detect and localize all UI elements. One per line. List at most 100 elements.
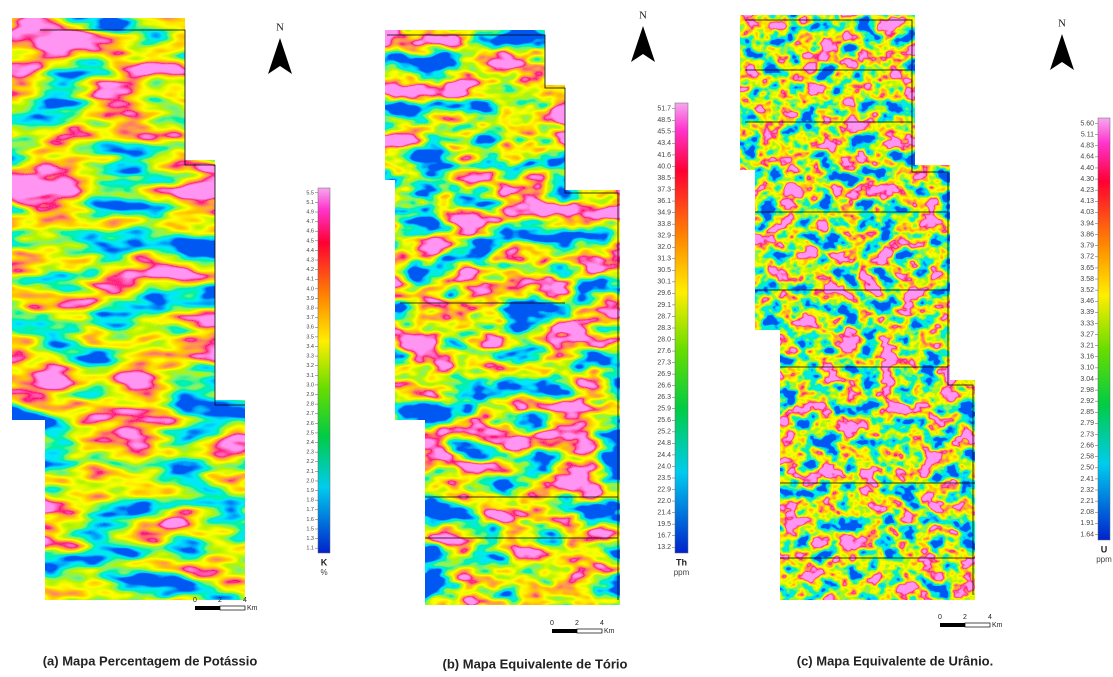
colorbar-label: 3.16 bbox=[1080, 354, 1094, 361]
caption: (b) Mapa Equivalente de Tório bbox=[443, 656, 628, 671]
colorbar-label: 4.2 bbox=[306, 267, 314, 273]
colorbar-label: 2.66 bbox=[1080, 442, 1094, 449]
colorbar-label: 29.6 bbox=[657, 290, 671, 297]
colorbar-label: 3.3 bbox=[306, 354, 314, 360]
map-raster bbox=[10, 15, 250, 605]
colorbar-label: 32.9 bbox=[657, 233, 671, 240]
scale-bar-white bbox=[577, 629, 602, 633]
scale-label: 4 bbox=[988, 614, 992, 621]
scale-label: 2 bbox=[218, 597, 222, 604]
legend-unit: ppm bbox=[1096, 555, 1112, 564]
colorbar-label: 25.2 bbox=[657, 429, 671, 436]
north-arrow bbox=[631, 26, 655, 62]
map-raster bbox=[738, 13, 978, 603]
colorbar-label: 1.91 bbox=[1080, 520, 1094, 527]
colorbar-label: 30.1 bbox=[657, 279, 671, 286]
colorbar-label: 4.64 bbox=[1080, 154, 1094, 161]
map-b bbox=[383, 28, 623, 608]
colorbar-label: 13.2 bbox=[657, 544, 671, 551]
colorbar-label: 2.92 bbox=[1080, 398, 1094, 405]
colorbar-label: 3.21 bbox=[1080, 343, 1094, 350]
colorbar-label: 34.9 bbox=[657, 209, 671, 216]
colorbar-label: 51.7 bbox=[657, 106, 671, 113]
colorbar-label: 28.7 bbox=[657, 313, 671, 320]
north-label: N bbox=[276, 22, 284, 34]
colorbar-label: 3.04 bbox=[1080, 376, 1094, 383]
colorbar-label: 4.23 bbox=[1080, 187, 1094, 194]
colorbar-label: 4.7 bbox=[306, 219, 314, 225]
legend-element: Th bbox=[676, 557, 687, 567]
colorbar-label: 25.9 bbox=[657, 406, 671, 413]
colorbar-label: 2.5 bbox=[306, 430, 314, 436]
colorbar-label: 24.4 bbox=[657, 452, 671, 459]
colorbar-label: 43.4 bbox=[657, 140, 671, 147]
colorbar-label: 4.03 bbox=[1080, 209, 1094, 216]
colorbar-label: 3.7 bbox=[306, 315, 314, 321]
colorbar-label: 2.6 bbox=[306, 421, 314, 427]
colorbar-label: 2.4 bbox=[306, 440, 314, 446]
colorbar-label: 26.6 bbox=[657, 383, 671, 390]
colorbar-label: 1.1 bbox=[306, 546, 314, 552]
colorbar-label: 22.9 bbox=[657, 486, 671, 493]
colorbar-label: 4.5 bbox=[306, 238, 314, 244]
map-raster bbox=[383, 28, 623, 608]
scale-label: 4 bbox=[600, 620, 604, 627]
colorbar-label: 4.30 bbox=[1080, 176, 1094, 183]
colorbar-label: 1.8 bbox=[306, 498, 314, 504]
colorbar-label: 2.08 bbox=[1080, 509, 1094, 516]
colorbar-label: 33.8 bbox=[657, 221, 671, 228]
colorbar-label: 5.11 bbox=[1081, 132, 1094, 139]
colorbar-label: 4.3 bbox=[306, 257, 314, 263]
scale-label: 2 bbox=[963, 614, 967, 621]
colorbar-label: 4.1 bbox=[306, 277, 314, 283]
colorbar-label: 1.9 bbox=[306, 488, 314, 494]
colorbar-label: 2.85 bbox=[1080, 409, 1094, 416]
colorbar-label: 26.9 bbox=[657, 371, 671, 378]
colorbar-label: 2.9 bbox=[306, 392, 314, 398]
colorbar-label: 3.10 bbox=[1080, 365, 1094, 372]
colorbar-label: 16.7 bbox=[657, 533, 671, 540]
north-arrow bbox=[268, 38, 292, 74]
scale-bar-black bbox=[195, 606, 220, 610]
colorbar-label: 1.5 bbox=[306, 526, 314, 532]
colorbar-label: 2.98 bbox=[1080, 387, 1094, 394]
colorbar-label: 2.79 bbox=[1080, 420, 1094, 427]
colorbar-label: 30.5 bbox=[657, 267, 671, 274]
colorbar-label: 2.0 bbox=[306, 478, 314, 484]
colorbar-label: 5.1 bbox=[306, 200, 314, 206]
colorbar-label: 27.6 bbox=[657, 348, 671, 355]
colorbar-label: 3.33 bbox=[1080, 320, 1094, 327]
colorbar-label: 3.72 bbox=[1080, 254, 1094, 261]
colorbar-label: 38.5 bbox=[657, 175, 671, 182]
colorbar-label: 36.1 bbox=[657, 198, 671, 205]
colorbar-label: 2.8 bbox=[306, 402, 314, 408]
legend-element: K bbox=[321, 557, 328, 567]
map-c bbox=[738, 13, 978, 603]
colorbar-label: 4.13 bbox=[1080, 198, 1094, 205]
colorbar bbox=[318, 188, 330, 553]
colorbar-label: 4.83 bbox=[1080, 143, 1094, 150]
colorbar-label: 2.73 bbox=[1080, 431, 1094, 438]
colorbar-label: 25.6 bbox=[657, 417, 671, 424]
colorbar-label: 1.6 bbox=[306, 517, 314, 523]
colorbar-label: 24.0 bbox=[657, 463, 671, 470]
colorbar-label: 40.0 bbox=[657, 163, 671, 170]
colorbar-label: 2.50 bbox=[1080, 465, 1094, 472]
colorbar-label: 2.58 bbox=[1080, 454, 1094, 461]
colorbar-label: 1.64 bbox=[1080, 531, 1094, 538]
colorbar-label: 1.7 bbox=[306, 507, 314, 513]
colorbar-label: 3.86 bbox=[1080, 231, 1094, 238]
legend-element: U bbox=[1101, 544, 1108, 554]
north-arrow bbox=[1050, 34, 1074, 70]
scale-bar-black bbox=[552, 629, 577, 633]
colorbar-label: 3.5 bbox=[306, 334, 314, 340]
caption: (c) Mapa Equivalente de Urânio. bbox=[797, 653, 994, 668]
colorbar-label: 2.3 bbox=[306, 450, 314, 456]
colorbar-label: 3.58 bbox=[1080, 276, 1094, 283]
colorbar-label: 45.5 bbox=[657, 129, 671, 136]
colorbar-label: 3.6 bbox=[306, 325, 314, 331]
colorbar-label: 3.1 bbox=[306, 373, 314, 379]
scale-label: 0 bbox=[193, 597, 197, 604]
scale-bar-white bbox=[220, 606, 245, 610]
colorbar bbox=[1098, 118, 1110, 540]
